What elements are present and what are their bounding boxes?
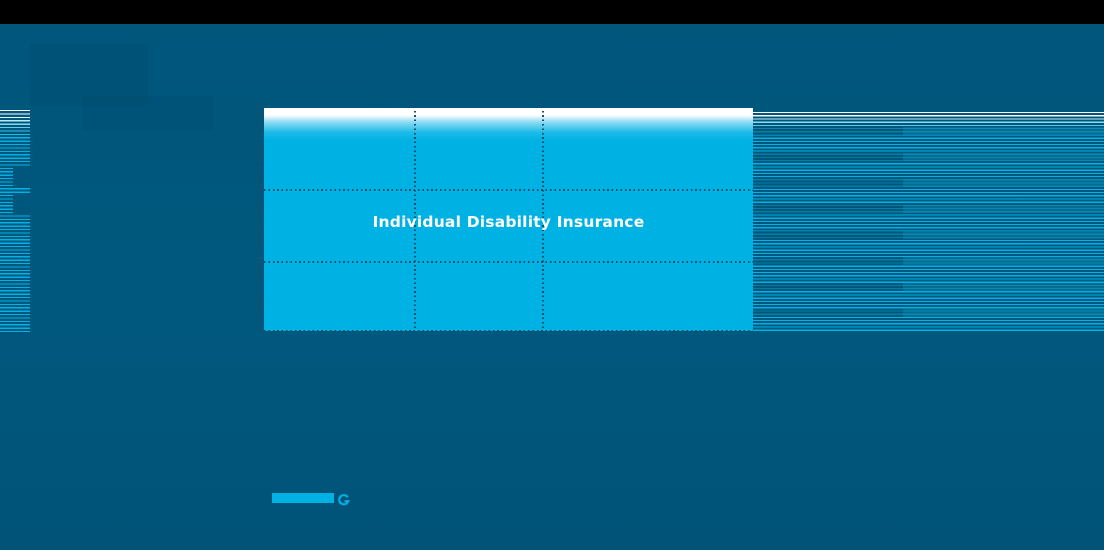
box-title: Individual Disability Insurance <box>372 213 645 231</box>
right-stripe-decoration <box>753 112 1104 333</box>
stripe-notch <box>13 168 30 186</box>
dotted-grid-horizontal-line <box>264 189 753 191</box>
footer-logo-bar <box>272 493 334 503</box>
dotted-grid-horizontal-line <box>264 261 753 263</box>
background-shade-block <box>83 96 213 130</box>
background-shade-block <box>30 44 148 106</box>
insurance-category-box: Individual Disability Insurance <box>258 102 753 332</box>
stripe-dim-bands <box>753 112 903 333</box>
stripe-notch <box>13 194 30 214</box>
dotted-grid-vertical-line <box>542 102 544 331</box>
left-stripe-decoration <box>0 110 30 333</box>
footer-logo <box>272 492 352 506</box>
footer-logo-circle-icon <box>337 492 350 511</box>
dotted-bottom-border <box>264 330 753 332</box>
dotted-grid-vertical-line <box>414 102 416 331</box>
stripe-medium-bands <box>903 112 1104 333</box>
top-black-bar <box>0 0 1104 24</box>
dotted-left-border <box>258 103 261 331</box>
box-top-white-gradient <box>264 108 753 140</box>
